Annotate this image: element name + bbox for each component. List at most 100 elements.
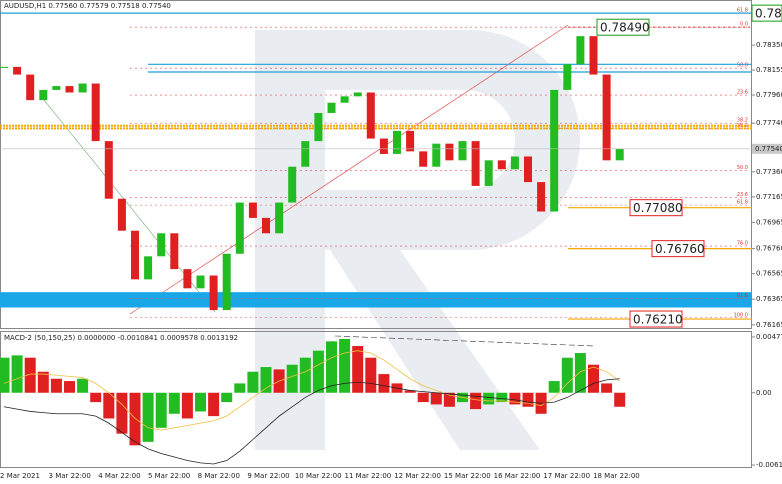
x-tick-label: 11 Mar 22:00 — [345, 472, 392, 480]
chart-header: AUDUSD,H1 0.77560 0.77579 0.77518 0.7754… — [4, 2, 171, 10]
candle — [235, 202, 244, 254]
histogram-bar — [312, 350, 324, 393]
fib-label: 23.6 — [737, 90, 748, 96]
histogram-bar — [64, 381, 75, 393]
histogram-bar — [522, 392, 534, 407]
candle — [39, 89, 48, 101]
candle — [301, 141, 310, 167]
histogram-bar — [0, 357, 10, 393]
candle — [366, 92, 375, 139]
candle — [0, 66, 8, 68]
candle — [576, 36, 585, 65]
histogram-bar — [483, 392, 495, 405]
candle — [484, 160, 493, 186]
candle — [131, 230, 139, 280]
candle — [353, 92, 362, 97]
macd-panel-frame — [0, 331, 752, 468]
candle — [589, 36, 598, 75]
candle — [65, 86, 74, 93]
candle — [222, 253, 231, 311]
fib-label: 61.8 — [737, 8, 748, 14]
candle — [170, 233, 179, 270]
y-tick-label: 0.76165 — [756, 321, 782, 329]
histogram-bar — [195, 392, 206, 412]
histogram-bar — [286, 364, 298, 393]
histogram-bar — [352, 346, 364, 393]
x-tick-label: 12 Mar 22:00 — [394, 472, 441, 480]
candle — [314, 112, 323, 142]
divergence-line — [334, 335, 596, 347]
histogram-bar — [77, 378, 89, 393]
candle — [497, 160, 506, 170]
histogram-bar — [247, 371, 259, 393]
level-label: 0.78490 — [600, 21, 650, 35]
candle — [406, 130, 415, 152]
histogram-bar — [365, 357, 377, 393]
level-label-box — [596, 18, 650, 36]
x-tick-label: 4 Mar 22:00 — [98, 472, 140, 480]
histogram-bar — [168, 392, 180, 414]
candle — [602, 74, 611, 161]
candle — [432, 143, 441, 167]
candle — [196, 275, 205, 289]
x-tick-label: 2 Mar 2021 — [0, 472, 40, 480]
x-tick-label: 18 Mar 22:00 — [593, 472, 640, 480]
fib-label: 38.2 — [737, 118, 748, 124]
candle — [52, 86, 61, 90]
candle — [144, 256, 153, 280]
candle — [209, 275, 218, 311]
y-tick-label: -0.006188 — [756, 461, 782, 469]
histogram-bar — [430, 392, 442, 405]
level-label-box — [629, 199, 683, 217]
level-label: 0.76760 — [655, 242, 705, 256]
candle — [288, 166, 297, 203]
x-tick-label: 16 Mar 22:00 — [494, 472, 541, 480]
histogram-bar — [155, 392, 167, 428]
histogram-bar — [116, 392, 128, 434]
x-tick-label: 10 Mar 22:00 — [295, 472, 342, 480]
candle — [275, 202, 284, 234]
histogram-bar — [103, 392, 115, 419]
price-panel-frame — [0, 0, 752, 329]
y-tick-label: 0.76965 — [756, 218, 782, 226]
candle — [510, 156, 519, 170]
level-label: 0.76210 — [633, 313, 683, 327]
histogram-bar — [11, 355, 23, 393]
level-label-box — [751, 4, 782, 22]
candle — [379, 138, 388, 154]
candle — [104, 141, 113, 199]
y-tick-label: 0.76365 — [756, 295, 782, 303]
y-tick-label: 0.78155 — [756, 66, 782, 74]
x-tick-label: 17 Mar 22:00 — [543, 472, 590, 480]
histogram-bar — [142, 392, 154, 442]
fib-label: 61.8 — [737, 200, 748, 206]
candle — [78, 83, 87, 93]
histogram-bar — [90, 392, 102, 403]
histogram-bar — [574, 353, 586, 393]
level-label-box — [651, 240, 705, 258]
level-label: 0.78600 — [755, 7, 782, 21]
x-tick-label: 8 Mar 22:00 — [198, 472, 240, 480]
fib-label: 50.0 — [737, 63, 748, 69]
histogram-bar — [260, 367, 272, 393]
histogram-bar — [208, 392, 220, 417]
macd-title: MACD-2 (50,150,25) 0.0000000 -0.0010841 … — [4, 334, 238, 342]
histogram-bar — [548, 381, 560, 393]
fib-label: 76.0 — [737, 241, 748, 247]
histogram-bar — [24, 357, 36, 393]
fib-trend-line — [129, 24, 569, 315]
fib-label: 50.0 — [737, 165, 748, 171]
histogram-bar — [614, 392, 626, 407]
candle — [327, 102, 336, 113]
y-tick-label: 0.77165 — [756, 193, 782, 201]
candle — [91, 83, 100, 142]
candle — [262, 217, 270, 234]
candle — [458, 141, 467, 161]
x-tick-label: 15 Mar 22:00 — [444, 472, 491, 480]
fib-label: 23.6 — [737, 192, 748, 198]
y-tick-label: 0.76760 — [756, 245, 782, 253]
support-band — [0, 292, 752, 308]
candle — [445, 143, 454, 161]
